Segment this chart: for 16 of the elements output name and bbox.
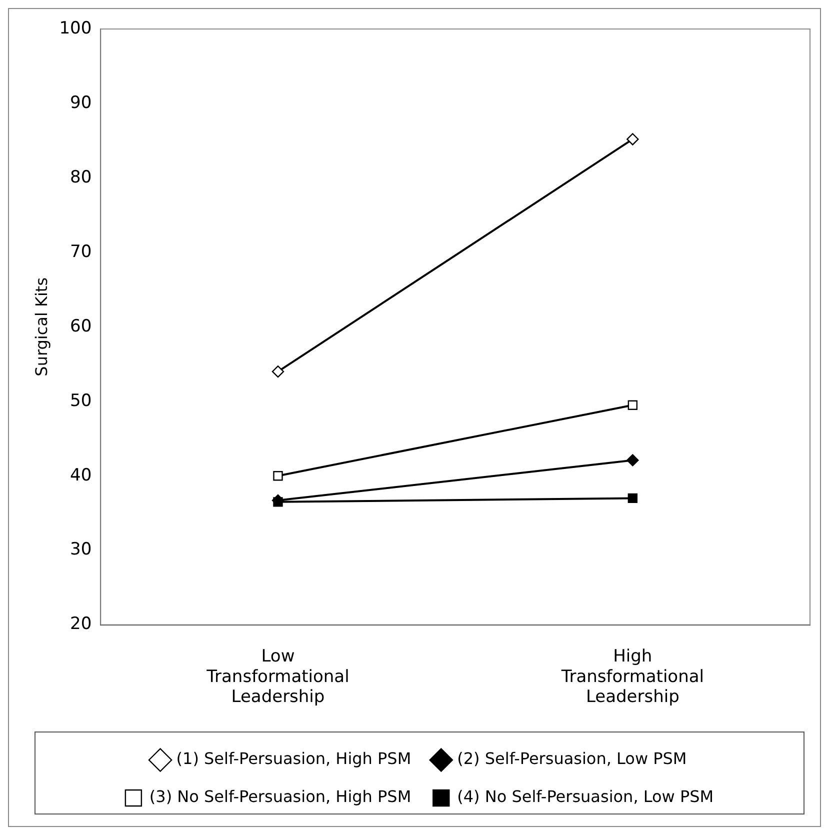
legend-label: (2) Self-Persuasion, Low PSM — [457, 749, 687, 768]
y-tick-label: 30 — [70, 540, 92, 560]
legend-label: (3) No Self-Persuasion, High PSM — [149, 787, 412, 806]
y-tick-label: 70 — [70, 242, 92, 262]
x-tick-label: Low Transformational Leadership — [206, 646, 350, 708]
y-tick-label: 50 — [70, 390, 92, 411]
x-tick-label: High Transformational Leadership — [560, 646, 704, 708]
y-tick-label: 90 — [70, 92, 92, 113]
y-tick-label: 60 — [70, 316, 92, 336]
y-tick-label: 100 — [59, 18, 92, 38]
y-tick-label: 40 — [70, 465, 92, 486]
y-axis-title: Surgical Kits — [32, 277, 51, 376]
y-tick-label: 80 — [70, 167, 92, 188]
y-tick-label: 20 — [70, 614, 92, 634]
legend-label: (1) Self-Persuasion, High PSM — [176, 749, 412, 768]
legend-label: (4) No Self-Persuasion, Low PSM — [457, 787, 714, 806]
